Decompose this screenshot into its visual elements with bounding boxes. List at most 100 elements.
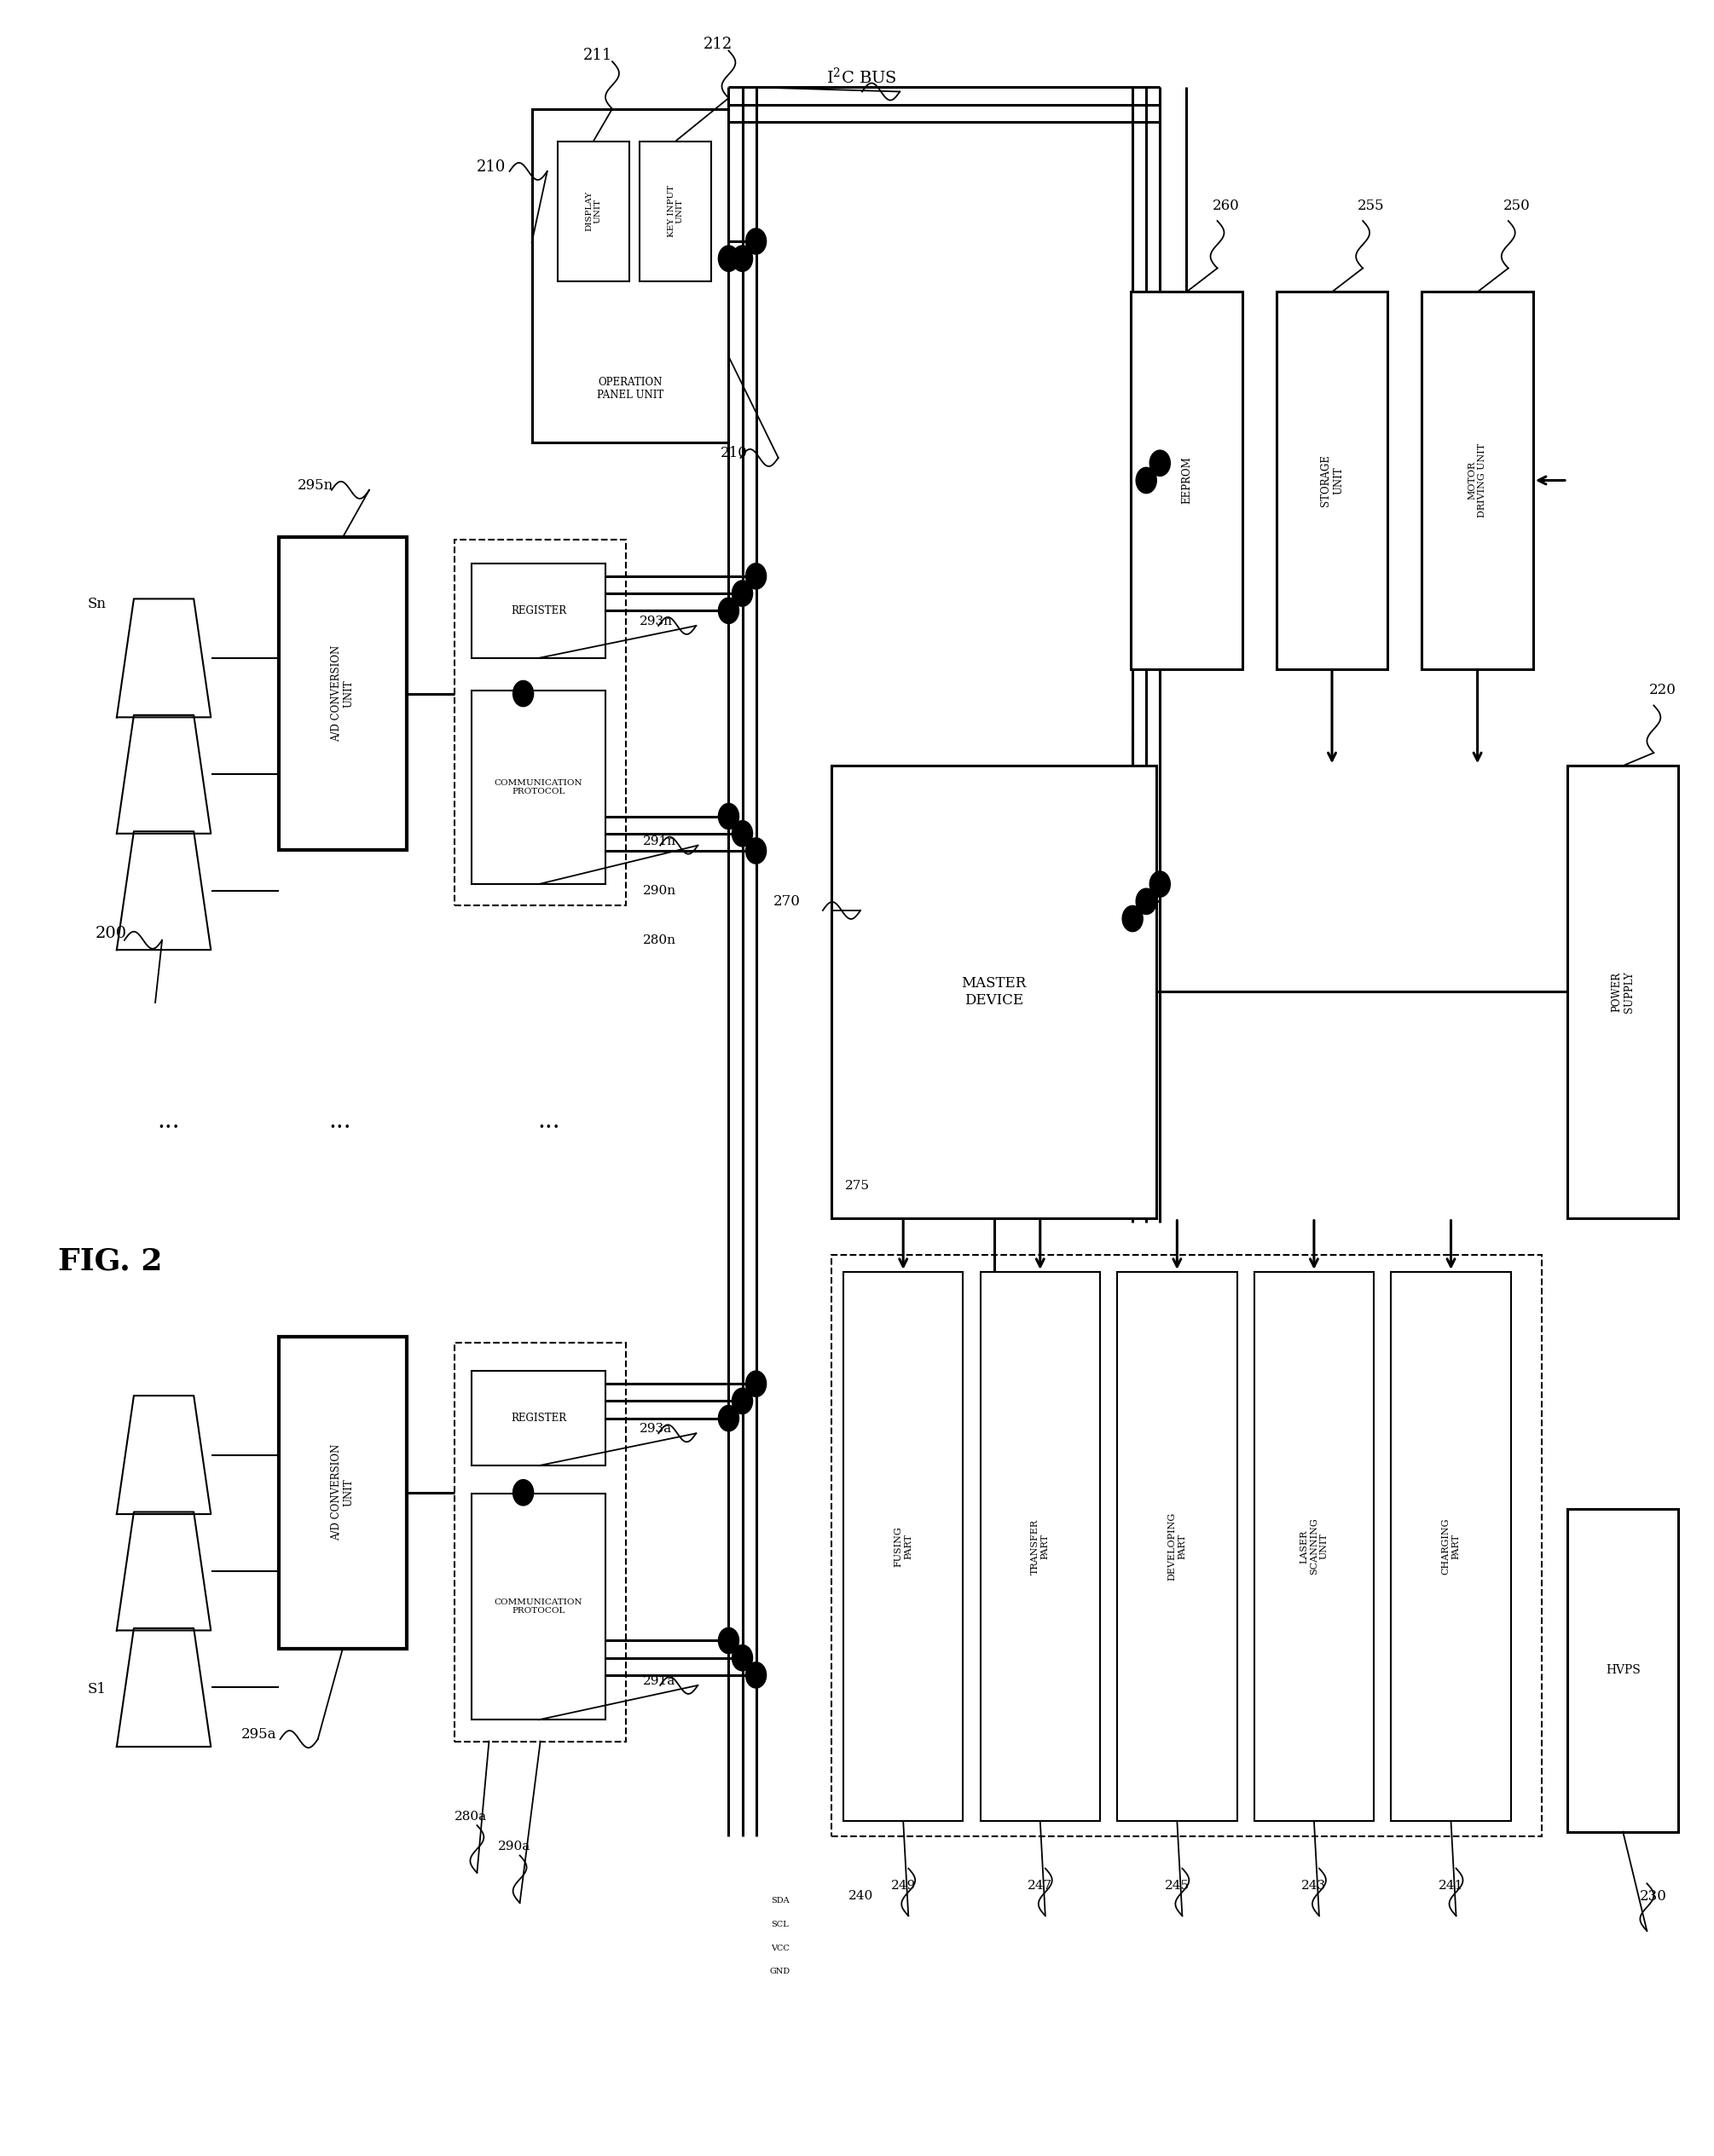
Text: 291n: 291n (643, 834, 677, 847)
Polygon shape (117, 716, 211, 834)
Circle shape (732, 580, 752, 606)
Text: 293n: 293n (639, 614, 674, 627)
Bar (1423, 291, 1532, 668)
Text: 293a: 293a (639, 1423, 672, 1436)
Text: EEPROM: EEPROM (1181, 457, 1191, 505)
Text: MASTER
DEVICE: MASTER DEVICE (962, 977, 1027, 1007)
Text: 250: 250 (1503, 198, 1531, 213)
Text: REGISTER: REGISTER (511, 606, 566, 617)
Text: 212: 212 (703, 37, 732, 52)
Text: S1: S1 (87, 1682, 106, 1697)
Text: 280a: 280a (454, 1811, 487, 1822)
Text: 243: 243 (1301, 1880, 1327, 1891)
Bar (980, 1272, 1100, 1822)
Text: FIG. 2: FIG. 2 (58, 1246, 163, 1276)
Circle shape (718, 597, 739, 623)
Bar (843, 1272, 963, 1822)
Text: ...: ... (538, 1110, 560, 1132)
Text: 295n: 295n (297, 479, 333, 494)
Text: $\mathregular{I^2C}$ BUS: $\mathregular{I^2C}$ BUS (826, 67, 896, 86)
Bar (471, 1371, 605, 1466)
Circle shape (718, 804, 739, 830)
Circle shape (1123, 906, 1143, 931)
Text: A/D CONVERSION
UNIT: A/D CONVERSION UNIT (331, 1445, 355, 1542)
Circle shape (732, 1645, 752, 1671)
Text: 290n: 290n (643, 884, 677, 897)
Bar (1277, 291, 1388, 668)
Circle shape (718, 1406, 739, 1432)
Circle shape (1150, 871, 1171, 897)
Polygon shape (117, 1628, 211, 1746)
Text: 230: 230 (1640, 1889, 1668, 1904)
Circle shape (746, 563, 766, 589)
Circle shape (746, 839, 766, 865)
Text: 247: 247 (1028, 1880, 1052, 1891)
Bar (1118, 1272, 1238, 1822)
Circle shape (746, 229, 766, 254)
Bar (639, 140, 711, 280)
Polygon shape (117, 1511, 211, 1630)
Bar (1567, 765, 1678, 1218)
Text: POWER
SUPPLY: POWER SUPPLY (1611, 970, 1635, 1013)
Bar (1131, 291, 1243, 668)
Text: LASER
SCANNING
UNIT: LASER SCANNING UNIT (1299, 1518, 1328, 1574)
Text: 249: 249 (891, 1880, 915, 1891)
Text: STORAGE
UNIT: STORAGE UNIT (1320, 455, 1344, 507)
Circle shape (732, 821, 752, 847)
Text: DEVELOPING
PART: DEVELOPING PART (1167, 1511, 1186, 1580)
Text: DISPLAY
UNIT: DISPLAY UNIT (584, 192, 602, 231)
Bar (557, 140, 629, 280)
Text: GND: GND (770, 1968, 790, 1975)
Circle shape (512, 681, 533, 707)
Circle shape (718, 1628, 739, 1654)
Bar (471, 690, 605, 884)
Text: MOTOR
DRIVING UNIT: MOTOR DRIVING UNIT (1469, 444, 1486, 517)
Circle shape (732, 1388, 752, 1414)
Text: 220: 220 (1649, 683, 1676, 699)
Text: CHARGING
PART: CHARGING PART (1441, 1518, 1460, 1574)
Text: Sn: Sn (87, 597, 106, 612)
Text: 290a: 290a (497, 1841, 530, 1852)
Bar (531, 108, 728, 442)
Text: VCC: VCC (771, 1945, 788, 1951)
Text: 291a: 291a (643, 1675, 675, 1686)
Text: 280n: 280n (643, 934, 677, 946)
Text: 260: 260 (1212, 198, 1239, 213)
Circle shape (732, 246, 752, 272)
Bar (1567, 1509, 1678, 1833)
Polygon shape (117, 1395, 211, 1514)
Text: 210: 210 (476, 160, 506, 175)
Text: FUSING
PART: FUSING PART (895, 1526, 912, 1567)
Circle shape (1150, 451, 1171, 476)
Text: OPERATION
PANEL UNIT: OPERATION PANEL UNIT (596, 377, 663, 401)
Text: 295a: 295a (240, 1727, 276, 1742)
Text: A/D CONVERSION
UNIT: A/D CONVERSION UNIT (331, 645, 355, 742)
Polygon shape (117, 599, 211, 718)
Bar (278, 1337, 406, 1649)
Text: 211: 211 (583, 47, 612, 63)
Text: 241: 241 (1438, 1880, 1464, 1891)
Text: REGISTER: REGISTER (511, 1412, 566, 1423)
Text: 270: 270 (773, 895, 800, 908)
Text: ...: ... (329, 1110, 351, 1132)
Text: 210: 210 (720, 446, 747, 461)
Text: SCL: SCL (771, 1921, 788, 1927)
Polygon shape (117, 832, 211, 951)
Bar (1392, 1272, 1510, 1822)
Bar (454, 539, 626, 906)
Circle shape (512, 1479, 533, 1505)
Text: COMMUNICATION
PROTOCOL: COMMUNICATION PROTOCOL (494, 778, 583, 796)
Text: 245: 245 (1164, 1880, 1190, 1891)
Text: 255: 255 (1357, 198, 1385, 213)
Bar (454, 1343, 626, 1742)
Text: TRANSFER
PART: TRANSFER PART (1030, 1518, 1049, 1574)
Text: HVPS: HVPS (1606, 1664, 1640, 1675)
Text: ...: ... (158, 1110, 180, 1132)
Text: 200: 200 (96, 927, 127, 942)
Bar (1255, 1272, 1375, 1822)
Circle shape (1136, 888, 1157, 914)
Circle shape (1136, 468, 1157, 494)
Bar (471, 563, 605, 658)
Circle shape (746, 1662, 766, 1688)
Text: SDA: SDA (771, 1897, 788, 1904)
